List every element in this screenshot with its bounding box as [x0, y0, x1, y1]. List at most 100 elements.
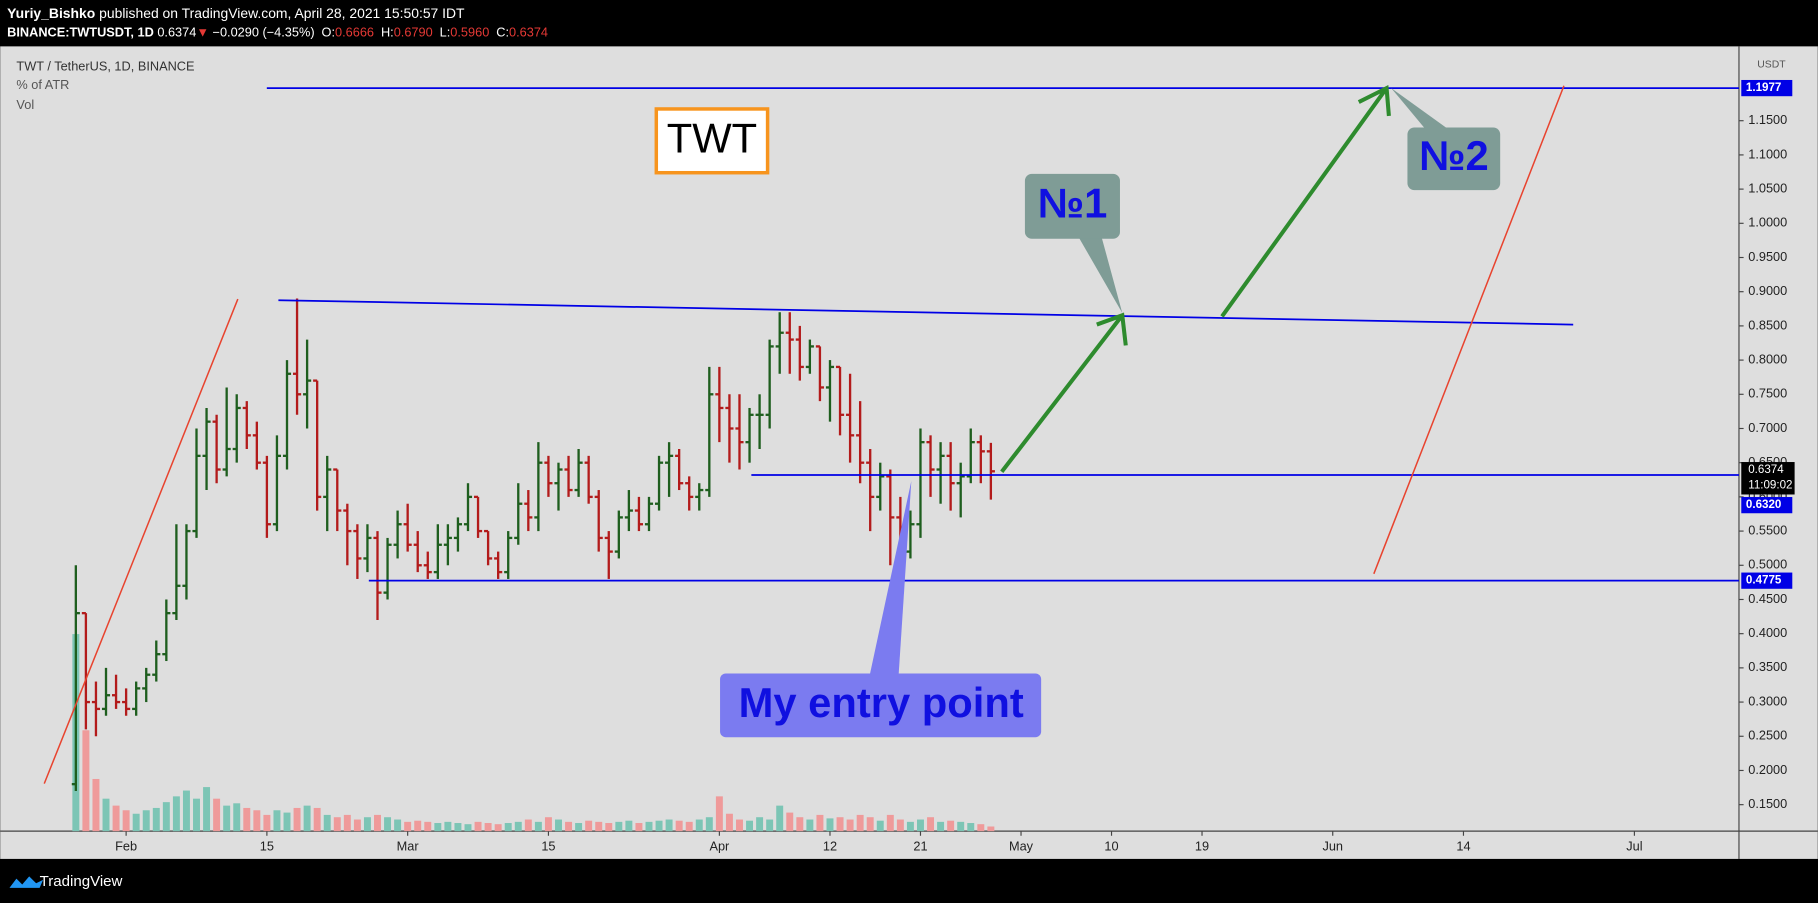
volume-bar — [424, 821, 432, 832]
volume-bar — [655, 820, 663, 832]
volume-bar — [796, 817, 804, 832]
trend-line — [278, 299, 1574, 326]
marks: 0.1500 0.2000 0.2500 0.3000 0.3500 0.4000 0.45… — [71, 79, 1795, 854]
volume-bar — [615, 821, 623, 832]
ohlc-value: 0.6374 — [509, 25, 548, 40]
y-tick-label: 1.1000 — [1748, 146, 1787, 161]
x-tick-label: 19 — [1195, 839, 1209, 854]
y-tick-label: 0.7000 — [1748, 420, 1787, 435]
volume-bar — [484, 823, 492, 832]
volume-bar — [625, 820, 633, 832]
volume-bar — [544, 817, 552, 832]
volume-bar — [464, 824, 472, 832]
last: 0.6374 — [157, 25, 196, 40]
volume-bar — [565, 821, 573, 832]
volume-bar — [906, 821, 914, 832]
x-tick-label: Apr — [709, 839, 730, 854]
volume-bar — [343, 814, 351, 832]
volume-bar — [363, 817, 371, 832]
volume-bar — [816, 814, 824, 832]
ohlc-key: C: — [496, 25, 509, 40]
volume-bar — [917, 819, 924, 832]
volume-bar — [193, 798, 200, 832]
callout-pointer — [869, 481, 912, 676]
y-tick-label: 0.8000 — [1748, 351, 1787, 366]
volume-bar — [102, 798, 110, 832]
x-tick-label: 21 — [913, 839, 927, 854]
volume-bar — [313, 807, 321, 832]
volume-bar — [454, 823, 462, 832]
volume-bar — [263, 814, 271, 832]
volume-bar — [947, 820, 955, 832]
x-tick-label: Mar — [397, 839, 420, 854]
entry-callout — [720, 673, 1042, 738]
x-tick-label: 12 — [823, 839, 837, 854]
y-tick-label: 0.2000 — [1748, 762, 1787, 777]
level-label: 1.1977 — [1746, 82, 1781, 94]
header-line-2: BINANCE:TWTUSDT, 1D 0.6374▼ −0.0290 (−4.… — [7, 25, 548, 40]
title-box — [654, 107, 770, 175]
price-unit: USDT — [1757, 60, 1786, 71]
x-tick-label: 14 — [1456, 839, 1470, 854]
y-tick-label: 0.3000 — [1748, 693, 1787, 708]
last-price: 0.6374 — [1748, 464, 1784, 476]
last-price-bg — [1741, 462, 1795, 495]
callout-2-text: №2 — [1419, 132, 1489, 179]
ohlc-value: 0.5960 — [450, 25, 489, 40]
red-trend — [1373, 85, 1565, 575]
volume-bar — [685, 821, 693, 832]
countdown: 11:09:02 — [1748, 479, 1792, 491]
volume-bar — [846, 819, 854, 832]
y-tick-label: 1.1500 — [1748, 112, 1787, 127]
volume-bar — [504, 823, 512, 832]
volume-bar — [203, 787, 211, 832]
volume-bar — [444, 821, 452, 832]
symbol: BINANCE:TWTUSDT, 1D — [7, 25, 154, 40]
volume-bar — [756, 817, 764, 832]
red-trend — [43, 298, 239, 784]
volume-bar — [937, 821, 945, 832]
volume-bar — [886, 814, 894, 832]
volume-bar — [725, 813, 733, 832]
callout-2 — [1407, 127, 1501, 191]
ohlc-value: 0.6666 — [335, 25, 374, 40]
volume-bar — [384, 817, 392, 832]
volume-bar — [555, 819, 562, 832]
volume-bar — [293, 807, 301, 832]
volume-bar — [675, 820, 683, 832]
callout-1-text: №1 — [1038, 179, 1108, 226]
x-tick-label: Feb — [115, 839, 137, 854]
y-tick-label: 0.4500 — [1748, 591, 1787, 606]
volume-bar — [927, 817, 935, 832]
volume-bar — [695, 819, 703, 832]
volume-bar — [353, 819, 361, 832]
volume-bar — [333, 817, 341, 832]
volume-bar — [112, 805, 120, 832]
arrow-2 — [1220, 84, 1391, 318]
x-tick-label: May — [1009, 839, 1034, 854]
arrow-1 — [1000, 312, 1128, 474]
volume-bar — [82, 730, 90, 832]
volume-bar — [162, 802, 170, 832]
footer-bar — [0, 858, 1818, 903]
volume-bar — [404, 821, 412, 832]
volume-bar — [243, 807, 251, 832]
volume-bar — [585, 820, 593, 832]
y-tick-label: 1.0500 — [1748, 180, 1787, 195]
volume-bar — [152, 807, 160, 832]
x-tick-label: 15 — [260, 839, 274, 854]
callout-pointer — [1391, 88, 1450, 130]
volume-bar — [323, 814, 331, 832]
volume-bar — [776, 805, 784, 832]
volume-bar — [766, 819, 774, 832]
volume-bar — [876, 820, 884, 832]
y-tick-label: 0.9000 — [1748, 283, 1787, 298]
volume-bar — [605, 823, 613, 832]
volume-bar — [635, 823, 643, 832]
legend-vol: Vol — [16, 97, 34, 112]
y-tick-label: 0.7500 — [1748, 386, 1787, 401]
volume-bar — [283, 812, 291, 832]
volume-bar — [957, 821, 965, 832]
arrow: ▼ — [196, 25, 209, 40]
